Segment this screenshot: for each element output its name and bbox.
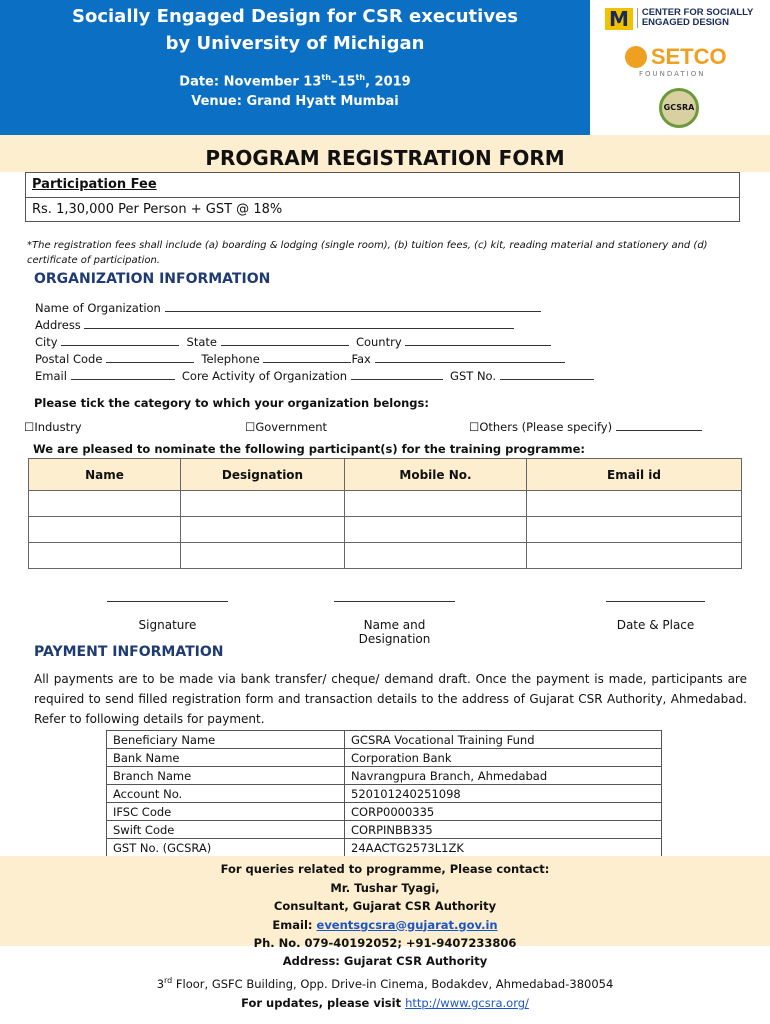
- bank-row: Branch Name Navrangpura Branch, Ahmedabad: [106, 766, 662, 785]
- name-cell[interactable]: [28, 542, 181, 569]
- bank-row: Swift Code CORPINBB335: [106, 820, 662, 839]
- updates-line: For updates, please visit http://www.gcs…: [241, 995, 529, 1010]
- bank-value: Navrangpura Branch, Ahmedabad: [344, 766, 662, 785]
- bank-label: Account No.: [106, 784, 345, 803]
- bank-value: 520101240251098: [344, 784, 662, 803]
- telephone-field[interactable]: [263, 352, 352, 363]
- category-others[interactable]: ☐Others (Please specify): [469, 420, 702, 434]
- state-field[interactable]: [220, 335, 349, 346]
- postal-row: Postal Code Telephone Fax: [35, 351, 565, 368]
- participation-fee-box: Participation Fee Rs. 1,30,000 Per Perso…: [25, 172, 740, 222]
- city-field[interactable]: [61, 335, 180, 346]
- org-name-row: Name of Organization: [35, 300, 541, 317]
- signature-field[interactable]: Signature: [107, 601, 228, 632]
- checkbox-icon[interactable]: ☐: [24, 420, 35, 434]
- gst-field[interactable]: [499, 369, 594, 380]
- others-specify-field[interactable]: [615, 420, 702, 431]
- payment-text: All payments are to be made via bank tra…: [34, 672, 747, 726]
- table-row: [28, 542, 742, 569]
- bank-details-table: Beneficiary Name GCSRA Vocational Trainin…: [106, 730, 662, 857]
- email-cell[interactable]: [526, 490, 742, 517]
- email-field[interactable]: [70, 369, 175, 380]
- contact-email-link[interactable]: eventsgcsra@gujarat.gov.in: [316, 917, 498, 932]
- contact-intro: For queries related to programme, Please…: [220, 862, 550, 876]
- bank-row: Bank Name Corporation Bank: [106, 748, 662, 767]
- form-title: PROGRAM REGISTRATION FORM: [0, 135, 770, 172]
- nominate-text: We are pleased to nominate the following…: [33, 442, 585, 456]
- bank-value: GCSRA Vocational Training Fund: [344, 730, 662, 749]
- bank-label: Branch Name: [106, 766, 345, 785]
- bank-value: CORPINBB335: [344, 820, 662, 839]
- designation-cell[interactable]: [180, 490, 345, 517]
- col-name: Name: [28, 458, 181, 491]
- city-row: City State Country: [35, 334, 552, 351]
- table-row: [28, 490, 742, 517]
- bank-value: CORP0000335: [344, 802, 662, 821]
- table-row: [28, 516, 742, 543]
- name-cell[interactable]: [28, 490, 181, 517]
- website-link[interactable]: http://www.gcsra.org/: [405, 995, 529, 1010]
- bank-label: GST No. (GCSRA): [106, 838, 345, 857]
- col-mobile: Mobile No.: [344, 458, 527, 491]
- payment-heading: PAYMENT INFORMATION: [34, 644, 224, 660]
- designation-cell[interactable]: [180, 542, 345, 569]
- bank-row: Beneficiary Name GCSRA Vocational Trainin…: [106, 730, 662, 749]
- contact-role: Consultant, Gujarat CSR Authority: [273, 899, 497, 913]
- address-block: Address: Gujarat CSR Authority 3rd Floor…: [0, 952, 770, 1013]
- mobile-cell[interactable]: [344, 490, 527, 517]
- gcsra-logo: GCSRA: [659, 88, 699, 128]
- email-row: Email Core Activity of Organization GST …: [35, 368, 594, 385]
- name-cell[interactable]: [28, 516, 181, 543]
- checkbox-icon[interactable]: ☐: [469, 420, 480, 434]
- category-industry[interactable]: ☐Industry: [24, 420, 82, 434]
- participants-table: Name Designation Mobile No. Email id: [28, 458, 742, 569]
- mobile-cell[interactable]: [344, 516, 527, 543]
- setco-logo: SETCO FOUNDATION: [625, 44, 745, 78]
- country-field[interactable]: [405, 335, 552, 346]
- core-activity-field[interactable]: [350, 369, 443, 380]
- bank-row: GST No. (GCSRA) 24AACTG2573L1ZK: [106, 838, 662, 857]
- date-place-field[interactable]: Date & Place: [606, 601, 705, 632]
- address-field[interactable]: [84, 318, 515, 329]
- event-title-1: Socially Engaged Design for CSR executiv…: [72, 6, 518, 27]
- email-cell[interactable]: [526, 542, 742, 569]
- email-cell[interactable]: [526, 516, 742, 543]
- contact-box: For queries related to programme, Please…: [0, 856, 770, 950]
- category-prompt: Please tick the category to which your o…: [34, 396, 429, 410]
- contact-name: Mr. Tushar Tyagi,: [330, 880, 440, 895]
- name-designation-field[interactable]: Name and Designation: [334, 601, 455, 646]
- bank-row: IFSC Code CORP0000335: [106, 802, 662, 821]
- event-title-2: by University of Michigan: [165, 33, 425, 54]
- category-government[interactable]: ☐Government: [245, 420, 328, 434]
- address-title: Address: Gujarat CSR Authority: [282, 954, 488, 968]
- mobile-cell[interactable]: [344, 542, 527, 569]
- postal-field[interactable]: [106, 352, 195, 363]
- bank-label: IFSC Code: [106, 802, 345, 821]
- bank-value: 24AACTG2573L1ZK: [344, 838, 662, 857]
- event-date: Date: November 13th–15th, 2019: [179, 73, 411, 90]
- event-venue: Venue: Grand Hyatt Mumbai: [191, 94, 399, 110]
- bank-label: Bank Name: [106, 748, 345, 767]
- address-row: Address: [35, 317, 515, 334]
- org-name-field[interactable]: [164, 301, 541, 312]
- org-heading: ORGANIZATION INFORMATION: [34, 271, 271, 287]
- fax-field[interactable]: [374, 352, 565, 363]
- col-email: Email id: [526, 458, 742, 491]
- contact-phone: Ph. No. 079-40192052; +91-9407233806: [253, 936, 517, 950]
- contact-email-row: Email: eventsgcsra@gujarat.gov.in: [272, 917, 498, 932]
- bank-label: Swift Code: [106, 820, 345, 839]
- checkbox-icon[interactable]: ☐: [245, 420, 256, 434]
- bank-row: Account No. 520101240251098: [106, 784, 662, 803]
- designation-cell[interactable]: [180, 516, 345, 543]
- bank-label: Beneficiary Name: [106, 730, 345, 749]
- fee-label: Participation Fee: [32, 177, 157, 192]
- event-header: Socially Engaged Design for CSR executiv…: [0, 0, 590, 135]
- fee-note: *The registration fees shall include (a)…: [27, 240, 708, 266]
- fee-value: Rs. 1,30,000 Per Person + GST @ 18%: [26, 197, 739, 221]
- umich-logo: M CENTER FOR SOCIALLY ENGAGED DESIGN: [605, 8, 765, 30]
- address-line: 3rd Floor, GSFC Building, Opp. Drive-in …: [156, 976, 614, 991]
- bank-value: Corporation Bank: [344, 748, 662, 767]
- col-designation: Designation: [180, 458, 345, 491]
